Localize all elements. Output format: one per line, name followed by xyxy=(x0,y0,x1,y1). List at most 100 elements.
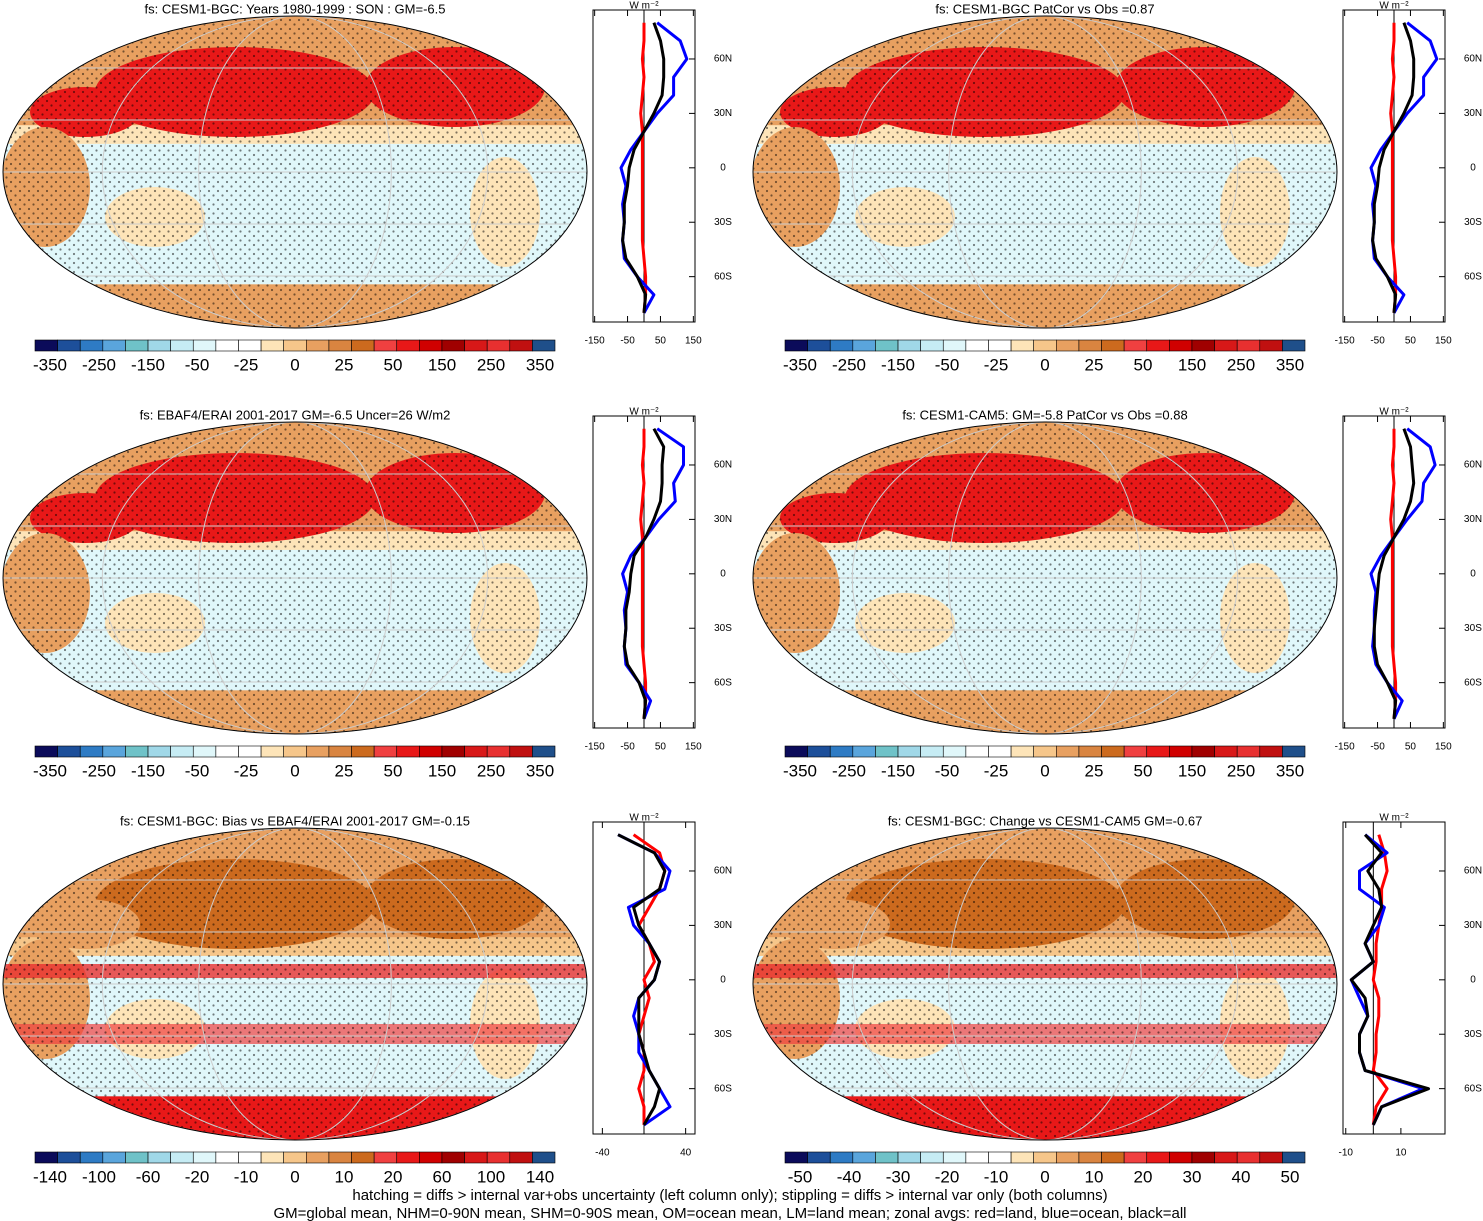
colorbar-label: -20 xyxy=(935,1167,960,1186)
x-tick-label: -50 xyxy=(620,336,635,347)
colorbar-box xyxy=(396,339,420,352)
y-tick-label: 30N xyxy=(714,514,732,525)
colorbar-box xyxy=(464,339,488,352)
y-tick-label: 30N xyxy=(714,108,732,119)
x-tick-label: 150 xyxy=(685,336,702,347)
zonal-line xyxy=(1371,834,1389,1126)
colorbar-label: -150 xyxy=(881,355,915,374)
x-tick-label: -50 xyxy=(620,742,635,753)
footer-note: GM=global mean, NHM=0-90N mean, SHM=0-90… xyxy=(273,1205,1186,1221)
colorbar-label: 25 xyxy=(1085,761,1104,780)
colorbar-box xyxy=(306,1151,330,1164)
colorbar-box xyxy=(1282,339,1306,352)
x-tick-label: -150 xyxy=(585,742,605,753)
colorbar-box xyxy=(829,1151,854,1164)
colorbar-box xyxy=(1010,339,1034,352)
colorbar-box xyxy=(1259,1151,1283,1164)
colorbar-box xyxy=(920,745,944,758)
colorbar-box xyxy=(1056,339,1080,352)
colorbar-box xyxy=(875,745,899,758)
colorbar-box xyxy=(897,745,921,758)
colorbar-label: 0 xyxy=(1040,1167,1049,1186)
colorbar-label: -25 xyxy=(984,355,1009,374)
panel-title: fs: EBAF4/ERAI 2001-2017 GM=-6.5 Uncer=2… xyxy=(140,407,451,422)
panel-title: fs: CESM1-BGC: Years 1980-1999 : SON : G… xyxy=(145,1,446,16)
colorbar-box xyxy=(125,745,149,758)
colorbar-label: 0 xyxy=(1040,761,1049,780)
y-tick-label: 60N xyxy=(1464,866,1482,877)
colorbar-box xyxy=(419,339,443,352)
colorbar-box xyxy=(102,1151,126,1164)
zonal-units: W m⁻² xyxy=(629,407,659,418)
panel-title: fs: CESM1-BGC: Bias vs EBAF4/ERAI 2001-2… xyxy=(120,813,470,828)
colorbar-box xyxy=(79,745,104,758)
colorbar-box xyxy=(509,745,533,758)
colorbar-box xyxy=(192,339,217,352)
graticule xyxy=(198,828,392,1140)
colorbar-box xyxy=(1010,745,1034,758)
colorbar-box xyxy=(57,1151,81,1164)
y-tick-label: 30N xyxy=(1464,514,1482,525)
colorbar-box xyxy=(1078,339,1102,352)
zonal-line xyxy=(1349,833,1425,1126)
colorbar-box xyxy=(328,745,352,758)
colorbar-box xyxy=(170,1151,194,1164)
map-border xyxy=(752,827,1338,1141)
zonal-line xyxy=(621,22,666,314)
colorbar-box xyxy=(238,339,262,352)
colorbar-label: -150 xyxy=(131,355,165,374)
zonal-line xyxy=(1389,22,1398,314)
map-border xyxy=(752,421,1338,735)
y-tick-label: 60N xyxy=(1464,460,1482,471)
colorbar-box xyxy=(1078,745,1102,758)
colorbar-box xyxy=(1282,1151,1306,1164)
graticule xyxy=(101,422,489,734)
y-tick-label: 60S xyxy=(714,677,732,688)
colorbar-box xyxy=(1078,1151,1102,1164)
colorbar-label: -25 xyxy=(234,355,259,374)
colorbar-label: 100 xyxy=(477,1167,505,1186)
x-tick-label: -40 xyxy=(595,1148,610,1159)
colorbar-label: -350 xyxy=(783,761,817,780)
graticule xyxy=(101,16,489,328)
panel-title: fs: CESM1-BGC: Change vs CESM1-CAM5 GM=-… xyxy=(888,813,1203,828)
map xyxy=(3,16,587,328)
colorbar-label: -10 xyxy=(984,1167,1009,1186)
colorbar-box xyxy=(897,1151,921,1164)
colorbar-box xyxy=(988,745,1012,758)
colorbar-label: 50 xyxy=(1134,355,1153,374)
colorbar-box xyxy=(351,745,375,758)
colorbar-box xyxy=(897,339,921,352)
colorbar-box xyxy=(1101,745,1125,758)
colorbar-label: 0 xyxy=(290,1167,299,1186)
colorbar-box xyxy=(283,1151,307,1164)
colorbar-box xyxy=(965,1151,989,1164)
colorbar-label: 0 xyxy=(290,355,299,374)
colorbar-label: -250 xyxy=(82,761,116,780)
colorbar-box xyxy=(875,339,899,352)
colorbar-box xyxy=(1236,339,1261,352)
colorbar-box xyxy=(215,339,239,352)
colorbar-box xyxy=(170,745,194,758)
zonal-line xyxy=(1371,22,1416,314)
zonal-units: W m⁻² xyxy=(629,1,659,12)
map xyxy=(3,828,587,1140)
colorbar-label: 140 xyxy=(526,1167,554,1186)
colorbar-label: -250 xyxy=(832,761,866,780)
graticule xyxy=(948,828,1142,1140)
colorbar-box xyxy=(57,339,81,352)
colorbar-box xyxy=(1169,1151,1193,1164)
x-tick-label: -150 xyxy=(1335,336,1355,347)
y-tick-label: 60S xyxy=(714,271,732,282)
colorbar-label: 350 xyxy=(1276,355,1304,374)
y-tick-label: 60N xyxy=(714,866,732,877)
colorbar-box xyxy=(102,745,126,758)
colorbar-box xyxy=(306,745,330,758)
y-tick-label: 30S xyxy=(1464,1029,1482,1040)
colorbar-label: -150 xyxy=(131,761,165,780)
colorbar-box xyxy=(34,745,58,758)
colorbar-box xyxy=(486,745,511,758)
colorbar-box xyxy=(784,745,808,758)
colorbar-box xyxy=(1010,1151,1034,1164)
colorbar-label: -250 xyxy=(832,355,866,374)
